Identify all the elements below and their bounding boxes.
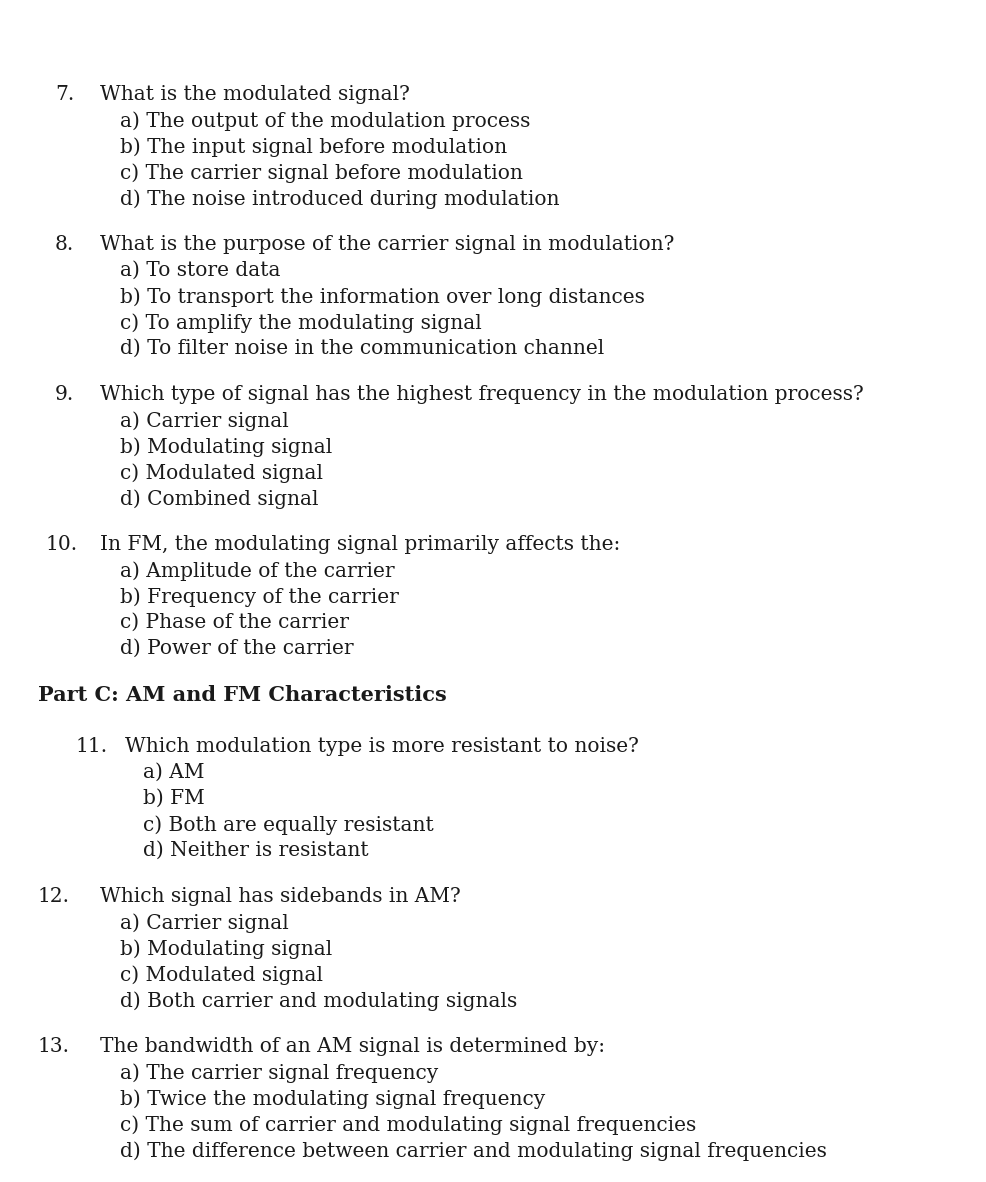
Text: b) Modulating signal: b) Modulating signal <box>120 437 332 456</box>
Text: d) Neither is resistant: d) Neither is resistant <box>143 842 369 860</box>
Text: a) AM: a) AM <box>143 764 204 782</box>
Text: b) To transport the information over long distances: b) To transport the information over lon… <box>120 287 645 306</box>
Text: In FM, the modulating signal primarily affects the:: In FM, the modulating signal primarily a… <box>100 535 620 554</box>
Text: 13.: 13. <box>38 1037 70 1056</box>
Text: a) To store data: a) To store data <box>120 261 280 280</box>
Text: d) To filter noise in the communication channel: d) To filter noise in the communication … <box>120 339 604 358</box>
Text: a) Carrier signal: a) Carrier signal <box>120 913 289 933</box>
Text: 12.: 12. <box>38 886 70 905</box>
Text: c) Phase of the carrier: c) Phase of the carrier <box>120 613 349 632</box>
Text: b) Modulating signal: b) Modulating signal <box>120 939 332 959</box>
Text: The bandwidth of an AM signal is determined by:: The bandwidth of an AM signal is determi… <box>100 1037 605 1056</box>
Text: d) Combined signal: d) Combined signal <box>120 489 318 508</box>
Text: a) The carrier signal frequency: a) The carrier signal frequency <box>120 1063 438 1083</box>
Text: c) Modulated signal: c) Modulated signal <box>120 965 323 985</box>
Text: Part C: AM and FM Characteristics: Part C: AM and FM Characteristics <box>38 686 447 704</box>
Text: a) Amplitude of the carrier: a) Amplitude of the carrier <box>120 561 394 580</box>
Text: a) Carrier signal: a) Carrier signal <box>120 411 289 430</box>
Text: 8.: 8. <box>55 235 74 254</box>
Text: d) The difference between carrier and modulating signal frequencies: d) The difference between carrier and mo… <box>120 1141 827 1161</box>
Text: b) The input signal before modulation: b) The input signal before modulation <box>120 137 507 157</box>
Text: Which type of signal has the highest frequency in the modulation process?: Which type of signal has the highest fre… <box>100 385 864 404</box>
Text: c) The carrier signal before modulation: c) The carrier signal before modulation <box>120 163 523 183</box>
Text: c) The sum of carrier and modulating signal frequencies: c) The sum of carrier and modulating sig… <box>120 1115 696 1135</box>
Text: b) Frequency of the carrier: b) Frequency of the carrier <box>120 587 399 606</box>
Text: d) Both carrier and modulating signals: d) Both carrier and modulating signals <box>120 991 518 1011</box>
Text: c) To amplify the modulating signal: c) To amplify the modulating signal <box>120 313 482 332</box>
Text: d) Power of the carrier: d) Power of the carrier <box>120 639 354 658</box>
Text: c) Modulated signal: c) Modulated signal <box>120 463 323 482</box>
Text: 7.: 7. <box>55 85 74 104</box>
Text: 9.: 9. <box>55 385 74 404</box>
Text: Which modulation type is more resistant to noise?: Which modulation type is more resistant … <box>125 738 639 756</box>
Text: a) The output of the modulation process: a) The output of the modulation process <box>120 111 530 131</box>
Text: b) FM: b) FM <box>143 790 205 808</box>
Text: What is the modulated signal?: What is the modulated signal? <box>100 85 410 104</box>
Text: Which signal has sidebands in AM?: Which signal has sidebands in AM? <box>100 886 460 905</box>
Text: c) Both are equally resistant: c) Both are equally resistant <box>143 816 434 834</box>
Text: d) The noise introduced during modulation: d) The noise introduced during modulatio… <box>120 189 559 209</box>
Text: What is the purpose of the carrier signal in modulation?: What is the purpose of the carrier signa… <box>100 235 674 254</box>
Text: 10.: 10. <box>46 535 78 554</box>
Text: b) Twice the modulating signal frequency: b) Twice the modulating signal frequency <box>120 1089 545 1109</box>
Text: 11.: 11. <box>75 738 107 756</box>
